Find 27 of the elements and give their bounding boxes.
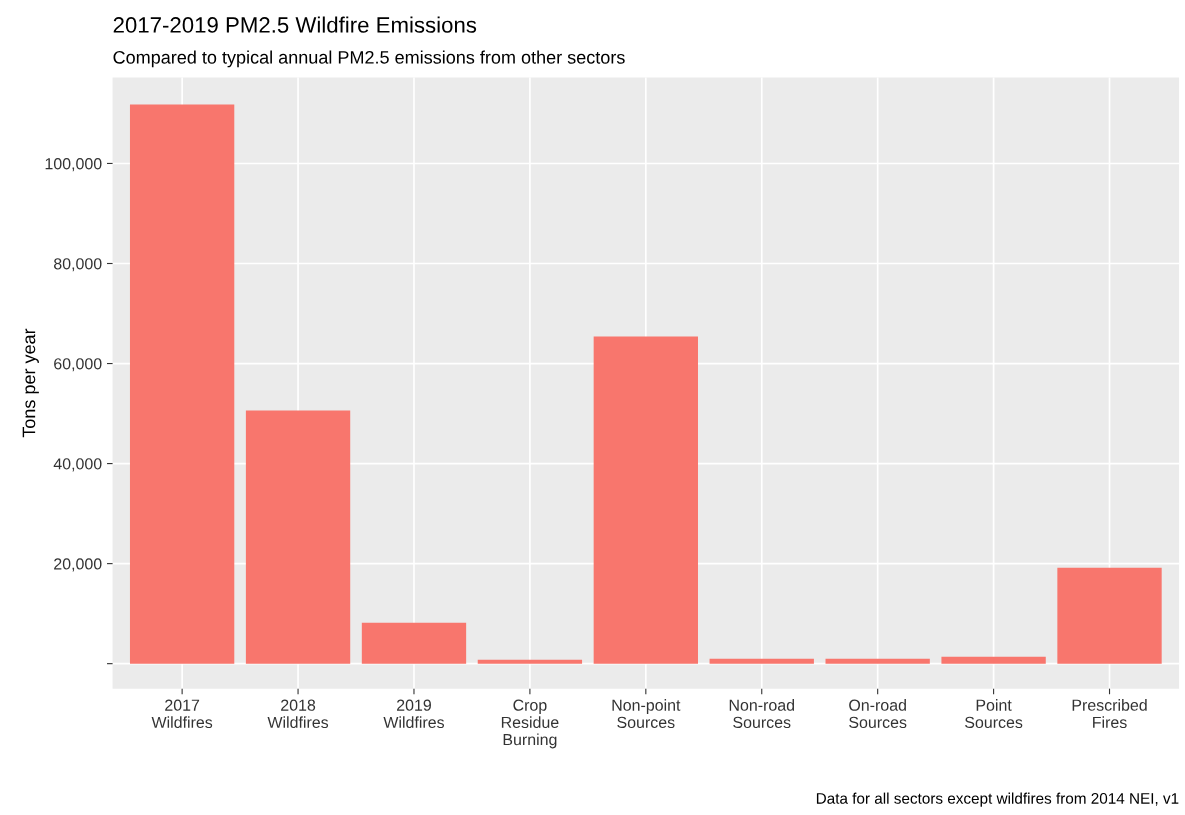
y-tick-label: 100,000 [45,158,102,172]
x-tick-label: Point Sources [965,699,1023,729]
bar [477,659,583,664]
bar [593,336,698,664]
bar [129,104,235,664]
y-tick-label: 60,000 [54,358,102,372]
bar [1057,567,1162,664]
bar [361,622,467,664]
y-tick-label: 20,000 [54,558,102,572]
x-tick-label: 2019 Wildfires [383,699,445,729]
y-tick-label: 40,000 [53,458,102,472]
text: Data for all sectors except wildfires from 2014 NEI, v1 [816,792,1179,807]
x-tick-label: Crop Residue Burning [501,699,559,749]
chart-subtitle: Compared to typical annual PM2.5 emissions from other sectors [113,50,625,68]
x-tick-label: Non-point Sources [612,699,681,729]
bar [825,658,930,664]
y-tick-label: 80,000 [54,258,102,272]
x-tick-label: Prescribed Fires [1072,699,1147,729]
bar [245,410,351,664]
chart-title: 2017-2019 PM2.5 Wildfire Emissions [113,16,477,33]
x-tick-label: Non-road Sources [729,699,795,729]
x-tick-label: 2018 Wildfires [267,699,329,729]
x-tick-label: 2017 Wildfires [151,699,213,729]
x-tick-label: On-road Sources [849,699,907,729]
bar [709,658,814,664]
bar [941,656,1046,664]
y-axis-title: Tons per year [22,328,39,438]
